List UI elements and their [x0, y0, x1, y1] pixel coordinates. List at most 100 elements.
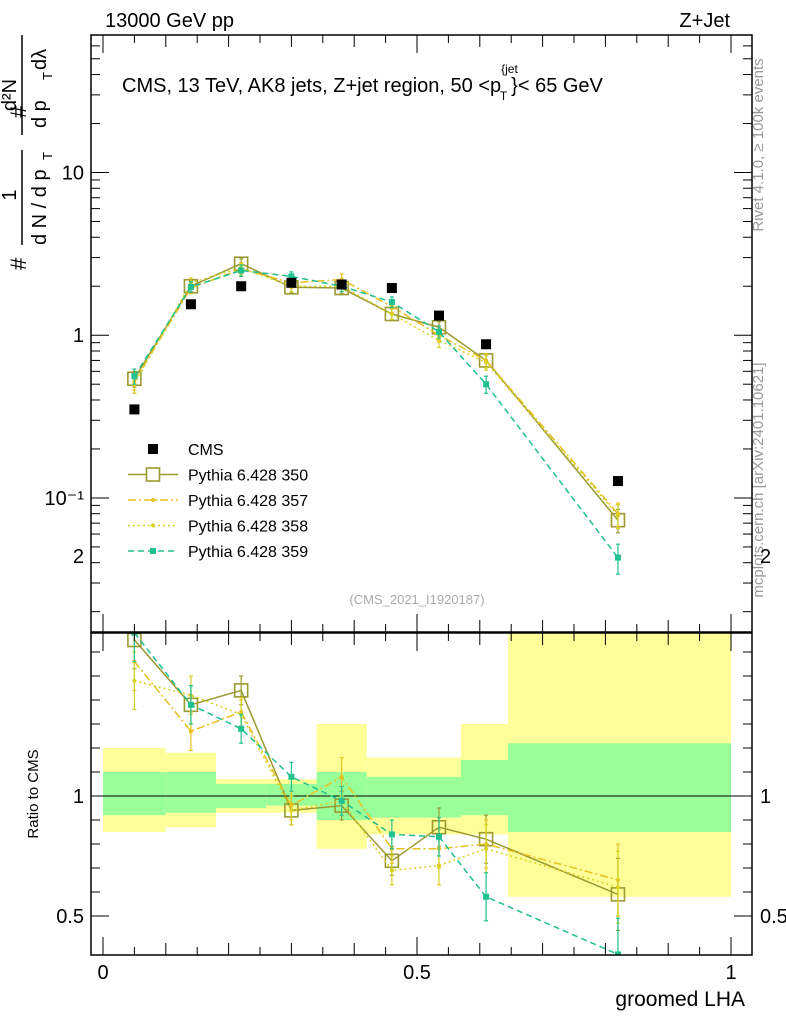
- ratio-point: [238, 725, 245, 732]
- main-panel: 10⁻¹ 1 10 CMS, 13 TeV, AK8 jets, Z+jet reg…: [45, 34, 753, 633]
- main-point: [129, 404, 140, 415]
- main-ticks: [91, 34, 752, 632]
- legend-marker: [145, 467, 161, 482]
- ratio-green-band: [103, 772, 166, 816]
- main-point: [388, 299, 395, 306]
- y-title-sub-t2: T: [40, 72, 55, 80]
- ratio-x-tick-label: 1: [725, 962, 736, 984]
- ratio-point: [389, 868, 394, 873]
- legend: CMS Pythia 6.428 350 Pythia 6.428 357 Pythi…: [128, 442, 308, 561]
- ratio-x-tick-label: 0: [97, 962, 108, 984]
- ratio-point: [435, 833, 442, 840]
- ratio-tick-labels: 0.5 0.5 1 1 2 2 0 0.5 1: [56, 546, 786, 984]
- ratio-point: [132, 678, 137, 683]
- main-point: [433, 310, 444, 321]
- main-frame: [90, 34, 753, 633]
- ratio-frame: [90, 632, 753, 956]
- ratio-panel: 0.5 0.5 1 1 2 2 0 0.5 1 Ratio to CMS groomed LHA: [25, 546, 786, 1011]
- main-point: [286, 277, 297, 288]
- chart-title-lead: CMS, 13 TeV, AK8 jets, Z+jet region, 50 …: [122, 75, 501, 97]
- main-point: [131, 373, 138, 380]
- header-left: 13000 GeV pp: [105, 10, 234, 32]
- main-point: [185, 299, 196, 310]
- y-title-d2n: d²N: [0, 79, 21, 111]
- ratio-point: [289, 808, 294, 813]
- analysis-watermark: (CMS_2021_I1920187): [349, 592, 484, 607]
- main-series-line: [133, 269, 619, 559]
- main-point: [615, 513, 620, 518]
- ratio-y-tick-label-right: 1: [760, 786, 771, 808]
- chart-title-tail: }< 65 GeV: [511, 75, 603, 97]
- ratio-point: [615, 885, 620, 890]
- ratio-point: [288, 773, 295, 780]
- main-series-pythia-6-428-357: [132, 263, 620, 527]
- y-axis-title: # 1 d N / d p T # d²N d p T dλ: [0, 35, 55, 270]
- main-point: [435, 328, 442, 335]
- legend-item: Pythia 6.428 359: [128, 544, 308, 561]
- ratio-x-tick-label: 0.5: [403, 962, 431, 984]
- main-point: [386, 283, 397, 294]
- ratio-y-tick-label: 1: [73, 786, 84, 808]
- main-point: [389, 312, 394, 317]
- main-tick-labels: 10⁻¹ 1 10: [45, 163, 85, 510]
- y-title-dlambda: dλ: [29, 49, 51, 70]
- main-y-tick-label: 1: [73, 325, 84, 347]
- main-point: [483, 381, 490, 388]
- y-title-one: 1: [0, 189, 21, 200]
- chart-title-sub: T: [500, 89, 508, 103]
- ratio-point: [338, 797, 345, 804]
- ratio-point: [484, 846, 489, 851]
- legend-marker: [151, 498, 155, 502]
- legend-label: CMS: [188, 442, 224, 459]
- main-point: [612, 476, 623, 487]
- legend-label: Pythia 6.428 350: [188, 468, 308, 485]
- ratio-series: [127, 633, 626, 955]
- y-title-hash2: #: [6, 105, 31, 118]
- ratio-point: [483, 893, 490, 900]
- legend-label: Pythia 6.428 358: [188, 519, 308, 536]
- ratio-series-pythia-6-428-359: [131, 633, 621, 955]
- ratio-point: [188, 729, 193, 734]
- legend-marker: [150, 548, 156, 554]
- y-title-hash1: #: [6, 257, 31, 270]
- y-title-dN: d N / d p: [29, 169, 51, 245]
- y-title-dpt: d p: [29, 100, 51, 128]
- legend-item: CMS: [148, 442, 224, 459]
- main-y-tick-label: 10⁻¹: [45, 488, 85, 510]
- main-point: [481, 339, 492, 350]
- legend-item: Pythia 6.428 350: [128, 467, 308, 485]
- x-axis-label: groomed LHA: [615, 988, 745, 1011]
- y-title-sub-t: T: [40, 152, 55, 160]
- main-point: [238, 267, 245, 274]
- ratio-y-label: Ratio to CMS: [25, 749, 42, 838]
- ratio-y-tick-label: 2: [73, 546, 84, 568]
- ratio-point: [436, 863, 441, 868]
- main-series-pythia-6-428-358: [132, 261, 620, 529]
- chart-title: CMS, 13 TeV, AK8 jets, Z+jet region, 50 …: [122, 62, 604, 103]
- rivet-label: Rivet 4.1.0, ≥ 100k events: [750, 58, 767, 231]
- main-point: [187, 283, 194, 290]
- ratio-point: [187, 701, 194, 708]
- main-point: [236, 281, 247, 292]
- ratio-ticks: [91, 633, 752, 955]
- ratio-green-band: [165, 772, 217, 813]
- legend-marker: [148, 444, 158, 454]
- legend-label: Pythia 6.428 359: [188, 544, 308, 561]
- legend-item: Pythia 6.428 358: [128, 519, 308, 536]
- main-series: [127, 256, 626, 575]
- ratio-point: [233, 683, 249, 698]
- mcplots-label: mcplots.cern.ch [arXiv:2401.10621]: [750, 362, 767, 597]
- chart-title-sup: {jet: [501, 62, 518, 76]
- main-point: [436, 338, 441, 343]
- ratio-point: [614, 951, 621, 955]
- ratio-point: [339, 774, 344, 779]
- main-series-cms: [129, 277, 623, 487]
- header-right: Z+Jet: [679, 10, 730, 32]
- ratio-green-band: [366, 776, 417, 818]
- legend-marker: [151, 523, 155, 528]
- ratio-y-tick-label: 0.5: [56, 906, 84, 928]
- legend-label: Pythia 6.428 357: [188, 493, 308, 510]
- main-point: [336, 279, 347, 290]
- main-y-tick-label: 10: [62, 163, 84, 185]
